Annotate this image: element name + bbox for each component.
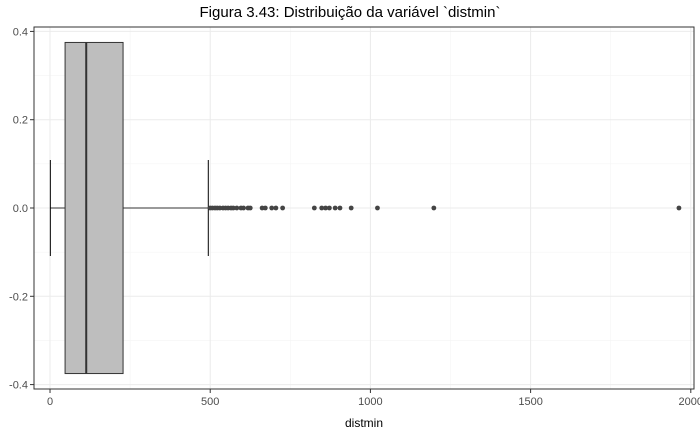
x-tick-label: 1500 (518, 396, 542, 408)
axis-layer: 0 500 1000 1500 2000 -0.4 -0.2 0.0 0.2 0.4 (9, 26, 700, 408)
outlier-point (332, 205, 338, 211)
outlier-point (375, 205, 380, 211)
outlier-point (431, 205, 437, 211)
x-tick-label: 1000 (358, 396, 382, 408)
x-axis-title: distmin (345, 416, 383, 430)
outlier-point (319, 205, 325, 211)
y-tick-label: -0.4 (9, 380, 28, 392)
outlier-point (230, 205, 236, 211)
x-tick-label: 500 (201, 396, 219, 408)
iqr-box (64, 41, 124, 375)
outlier-point (262, 205, 268, 211)
outlier-point (247, 205, 253, 211)
outlier-point (348, 205, 354, 211)
outlier-point (676, 205, 682, 211)
outlier-point (323, 205, 328, 211)
outlier-point (234, 205, 240, 211)
box-layer (49, 41, 209, 375)
y-tick-label: 0.4 (13, 26, 28, 38)
outlier-point (337, 205, 343, 211)
chart-title: Figura 3.43: Distribuição da variável `d… (199, 4, 501, 21)
y-tick-label: 0.0 (13, 203, 28, 215)
outlier-point (269, 205, 275, 211)
x-tick-label: 2000 (679, 396, 700, 408)
outlier-point (311, 205, 317, 211)
outlier-point (326, 205, 332, 211)
outlier-layer (207, 205, 682, 211)
outlier-point (241, 205, 246, 211)
y-tick-label: 0.2 (13, 115, 28, 127)
outlier-point (273, 205, 279, 211)
outlier-point (280, 205, 286, 211)
y-tick-label: -0.2 (9, 291, 28, 303)
x-tick-label: 0 (47, 396, 53, 408)
